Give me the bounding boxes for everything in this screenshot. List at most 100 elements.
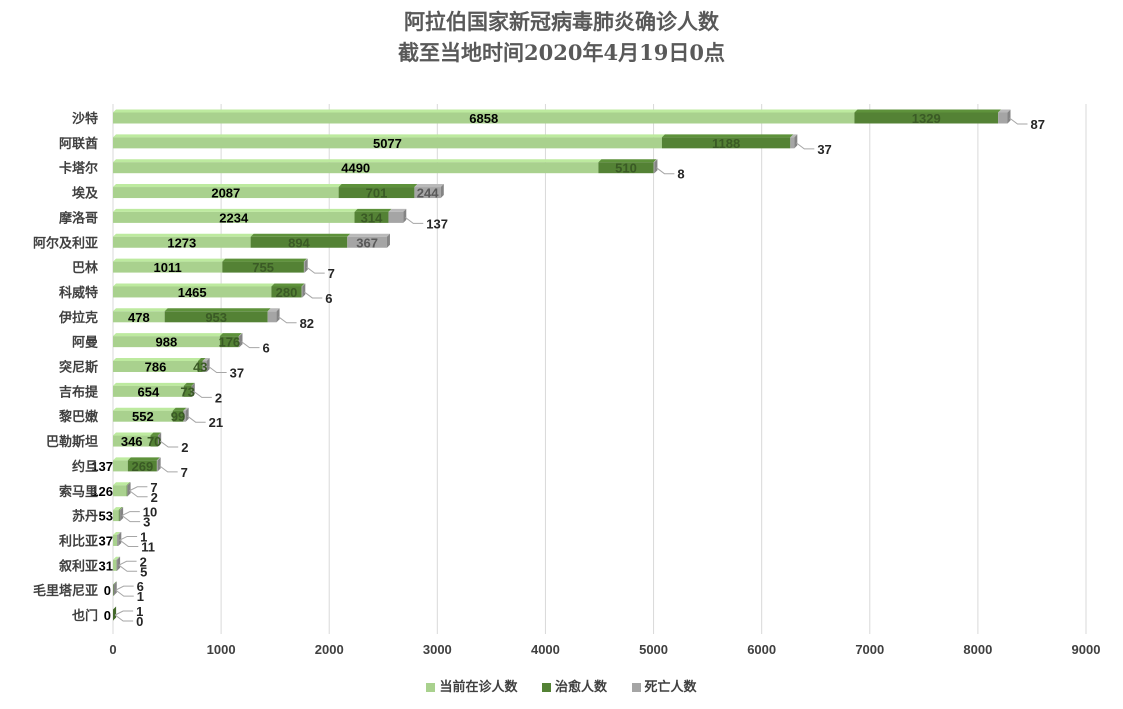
- data-label: 21: [209, 415, 223, 430]
- y-category-label: 约旦: [72, 459, 98, 475]
- data-label: 43: [193, 360, 207, 375]
- data-label-leader: [118, 560, 137, 566]
- bar-segment: [113, 187, 339, 199]
- y-category-label: 黎巴嫩: [59, 409, 99, 425]
- bar-segment: [116, 559, 118, 571]
- bar-top-face: [113, 233, 254, 237]
- data-label-leader: [121, 515, 141, 523]
- data-label: 1: [136, 604, 143, 619]
- bar-top-face: [191, 382, 195, 386]
- bar-segment: [113, 584, 114, 596]
- data-label: 7: [181, 465, 188, 480]
- data-label-leader: [304, 291, 323, 299]
- bar-side-face: [386, 233, 390, 248]
- data-label: 53: [99, 509, 113, 524]
- data-label-leader: [159, 440, 179, 448]
- bar-top-face: [347, 233, 390, 237]
- data-label: 5: [140, 564, 147, 579]
- x-tick-label: 2000: [315, 642, 344, 657]
- bar-segment: [113, 261, 223, 273]
- data-label: 755: [252, 260, 274, 275]
- bar-side-face: [302, 283, 306, 298]
- bar-side-face: [304, 258, 308, 273]
- bar-top-face: [164, 308, 271, 312]
- bar-segment: [388, 211, 404, 223]
- bar-top-face: [113, 308, 168, 312]
- bar-segment: [113, 137, 662, 149]
- data-label-leader: [115, 589, 134, 597]
- bar-top-face: [119, 507, 124, 511]
- legend-swatch-current: [426, 683, 436, 692]
- y-category-label: 索马里: [59, 484, 98, 500]
- chart-title: 阿拉伯国家新冠病毒肺炎确诊人数 截至当地时间2020年4月19日0点: [0, 6, 1123, 68]
- data-label: 99: [171, 409, 185, 424]
- bar-top-face: [238, 333, 243, 337]
- bar-side-face: [158, 432, 162, 447]
- bar-top-face: [113, 457, 131, 461]
- bar-top-face: [113, 208, 358, 212]
- bar-side-face: [113, 581, 117, 596]
- x-tick-label: 9000: [1072, 642, 1101, 657]
- data-label: 0: [104, 608, 111, 623]
- data-label-leader: [404, 216, 424, 224]
- data-label: 87: [1031, 117, 1045, 132]
- y-category-label: 突尼斯: [59, 360, 98, 376]
- data-label-leader: [278, 316, 297, 324]
- bar-top-face: [113, 507, 122, 511]
- bar-side-face: [239, 333, 243, 348]
- bar-top-face: [172, 407, 187, 411]
- data-label: 367: [356, 235, 378, 250]
- x-tick-label: 3000: [423, 642, 452, 657]
- bar-segment: [150, 435, 158, 447]
- data-label: 953: [205, 310, 227, 325]
- bar-segment: [347, 236, 387, 248]
- bar-top-face: [113, 482, 130, 486]
- bar-segment: [113, 112, 855, 124]
- data-label-leader: [114, 614, 134, 622]
- bar-top-face: [183, 382, 195, 386]
- bar-top-face: [113, 159, 602, 163]
- data-label: 6: [325, 291, 332, 306]
- bar-top-face: [222, 258, 307, 262]
- data-label: 73: [180, 384, 194, 399]
- y-category-label: 科威特: [59, 285, 98, 301]
- bar-top-face: [157, 432, 162, 436]
- bar-segment: [183, 410, 186, 422]
- bar-top-face: [661, 134, 794, 138]
- data-label: 346: [121, 434, 143, 449]
- y-category-label: 摩洛哥: [59, 210, 98, 226]
- bar-segment: [113, 211, 355, 223]
- y-category-label: 巴勒斯坦: [46, 434, 98, 450]
- bar-top-face: [117, 531, 122, 535]
- legend-item-current: 当前在诊人数: [426, 676, 517, 695]
- data-label: 4490: [341, 161, 370, 176]
- x-tick-label: 4000: [531, 642, 560, 657]
- data-label: 176: [218, 335, 240, 350]
- data-label: 7: [328, 266, 335, 281]
- bar-top-face: [117, 531, 121, 535]
- bar-top-face: [414, 184, 444, 188]
- legend-label-current: 当前在诊人数: [439, 680, 518, 695]
- data-label: 11: [141, 539, 155, 554]
- bar-side-face: [206, 358, 210, 372]
- y-category-label: 阿联酋: [59, 136, 98, 152]
- data-label: 1273: [167, 235, 196, 250]
- bar-top-face: [113, 556, 120, 560]
- bar-top-face: [303, 258, 308, 262]
- data-label: 1329: [912, 111, 941, 126]
- data-label: 0: [136, 614, 143, 629]
- bar-top-face: [113, 407, 176, 411]
- x-tick-label: 6000: [747, 642, 776, 657]
- bar-top-face: [388, 208, 407, 212]
- bar-segment: [113, 435, 151, 447]
- data-label: 894: [288, 235, 310, 250]
- bar-segment: [113, 336, 220, 348]
- bar-segment: [113, 410, 173, 422]
- data-label: 1011: [154, 260, 182, 275]
- data-label: 2: [151, 490, 158, 505]
- bar-segment: [183, 385, 192, 397]
- bar-segment: [118, 510, 120, 522]
- data-label-leader: [796, 142, 815, 150]
- bar-segment: [301, 286, 303, 298]
